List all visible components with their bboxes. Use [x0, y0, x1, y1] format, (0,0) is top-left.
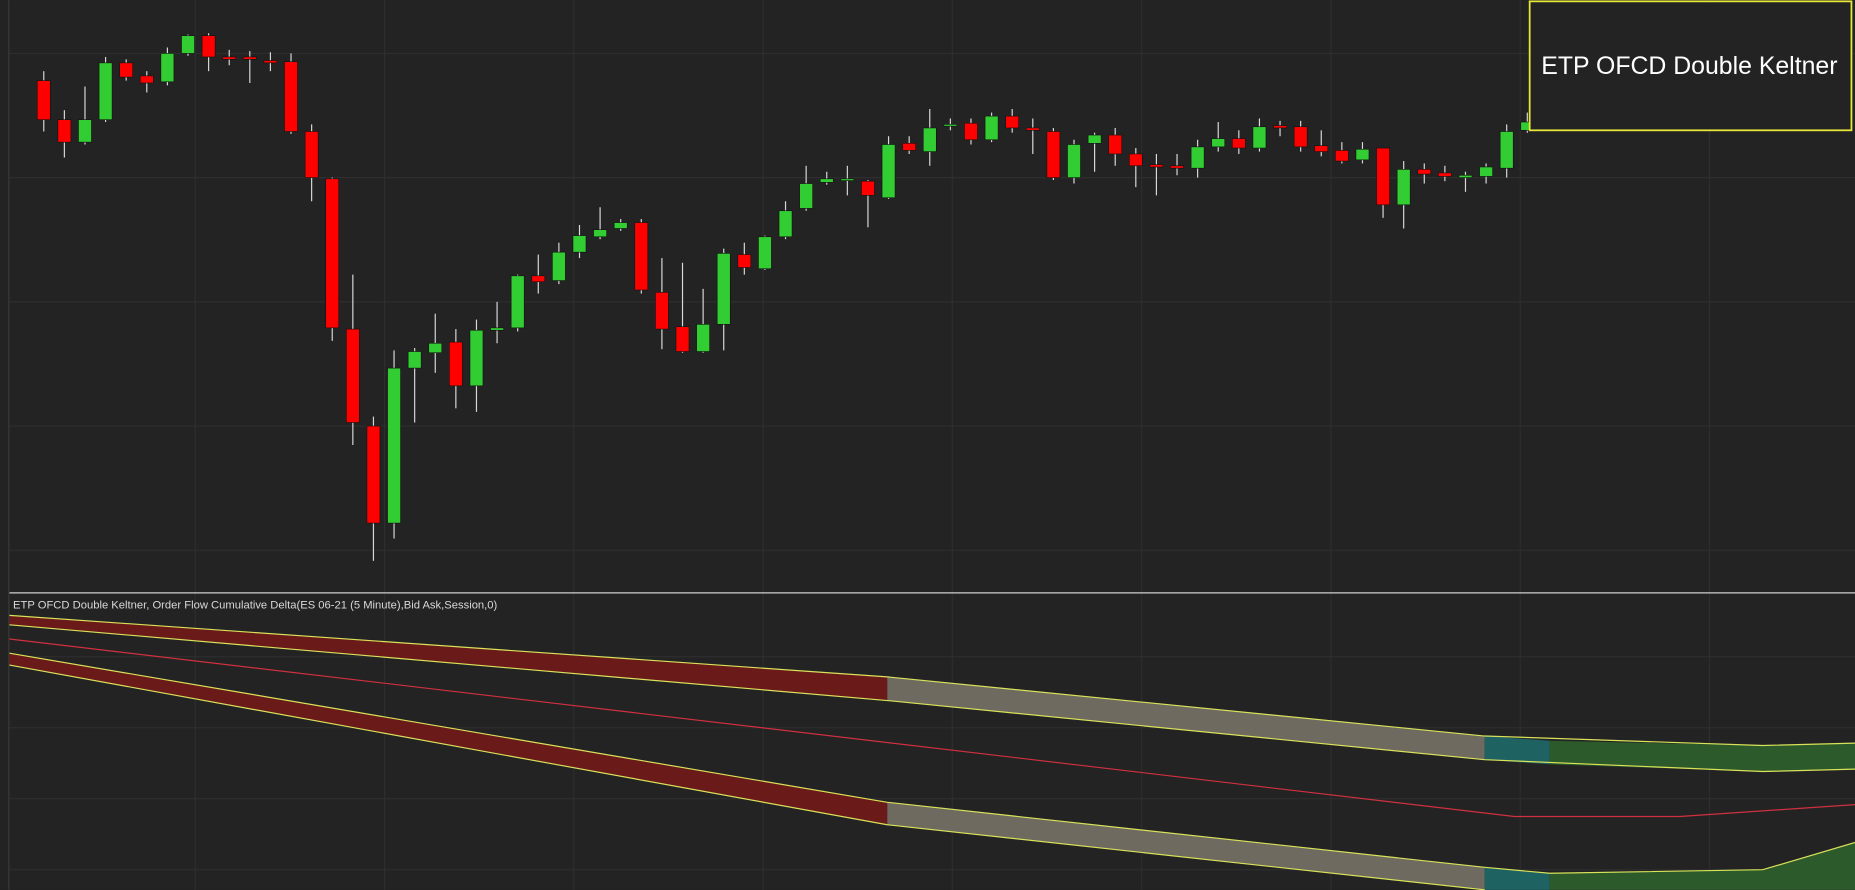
candle-body — [655, 292, 669, 330]
candle-body — [964, 122, 978, 141]
candle-body — [1458, 174, 1473, 178]
mid-line — [9, 638, 1855, 818]
candle-body — [552, 251, 566, 281]
candle-body — [1211, 138, 1226, 148]
upper-band-red — [9, 615, 888, 701]
candle-body — [325, 178, 340, 329]
upper-band-grey — [887, 676, 1485, 760]
candle-body — [778, 210, 793, 238]
candle-body — [634, 222, 649, 291]
candle-body — [201, 35, 216, 58]
upper-band-edge — [9, 624, 1855, 773]
candle-body — [840, 178, 855, 181]
candle-body — [696, 324, 710, 352]
candle-body — [716, 253, 731, 325]
upper-band-teal — [1484, 736, 1550, 765]
candle-body — [675, 326, 690, 352]
candle-body — [861, 180, 875, 196]
candle-body — [1232, 138, 1246, 149]
candle-body — [1417, 169, 1432, 175]
candle-body — [263, 60, 278, 64]
candle-body — [613, 222, 628, 229]
candle-body — [346, 328, 360, 423]
candle-body — [469, 329, 484, 387]
candle-body — [881, 144, 896, 199]
candle-body — [593, 229, 607, 238]
upper-band-green — [1549, 740, 1855, 772]
candle-body — [1149, 164, 1164, 168]
candle-body — [799, 183, 813, 209]
candle-body — [1046, 131, 1061, 178]
candle-body — [98, 62, 113, 120]
candle-body — [1087, 134, 1102, 144]
candle-body — [572, 235, 587, 253]
candle-body — [78, 119, 92, 143]
candle-body — [428, 342, 443, 354]
candle-body — [1190, 146, 1205, 169]
lower-band-grey — [887, 802, 1485, 890]
candle-body — [1396, 169, 1411, 206]
candle-body — [366, 425, 381, 524]
candle-body — [1499, 131, 1514, 169]
candle-body — [222, 56, 237, 60]
candle-body — [160, 53, 175, 83]
upper-band-edge — [9, 614, 1855, 747]
lower-band-edge — [9, 652, 1855, 874]
label-box — [1528, 0, 1853, 132]
candle-body — [1314, 145, 1329, 152]
lower-band-edge — [9, 664, 1485, 890]
candle-body — [181, 35, 195, 54]
candle-body — [922, 127, 937, 152]
lower-band-teal — [1484, 867, 1550, 890]
lower-band-red — [9, 653, 888, 825]
candle-body — [1108, 134, 1123, 155]
indicator-label: ETP OFCD Double Keltner, Order Flow Cumu… — [13, 599, 498, 611]
candle-body — [36, 80, 51, 120]
candle-body — [243, 56, 257, 60]
candle-body — [449, 341, 463, 387]
candle-body — [119, 62, 133, 78]
candle-body — [57, 119, 72, 143]
candle-body — [737, 254, 752, 268]
candle-body — [1005, 115, 1019, 129]
chart-title: ETP OFCD Double Keltner — [1541, 53, 1837, 80]
candle-body — [490, 327, 504, 331]
candle-body — [1273, 125, 1287, 129]
candle-body — [1355, 148, 1370, 161]
candle-body — [943, 124, 958, 127]
candle-body — [1293, 126, 1308, 148]
candle-body — [758, 236, 772, 270]
candle-body — [1479, 166, 1493, 177]
candle-body — [1335, 150, 1349, 162]
keltner-bands — [9, 614, 1855, 890]
candle-body — [819, 178, 834, 183]
candle-body — [139, 75, 154, 84]
candle-body — [1067, 144, 1081, 178]
candle-body — [1129, 153, 1143, 167]
candle-body — [1376, 147, 1390, 206]
candle-body — [984, 115, 999, 141]
candle-body — [902, 143, 916, 151]
lower-band-green — [1549, 842, 1855, 890]
candle-body — [1170, 165, 1184, 169]
candle-body — [1025, 127, 1040, 131]
candle-body — [1438, 172, 1452, 177]
candle-body — [510, 275, 525, 329]
candle-body — [531, 275, 546, 283]
candle-body — [304, 131, 319, 178]
candle-body — [407, 351, 422, 369]
candles — [36, 33, 1535, 561]
candle-body — [387, 367, 401, 524]
candle-body — [1252, 126, 1267, 149]
candle-body — [284, 61, 298, 132]
